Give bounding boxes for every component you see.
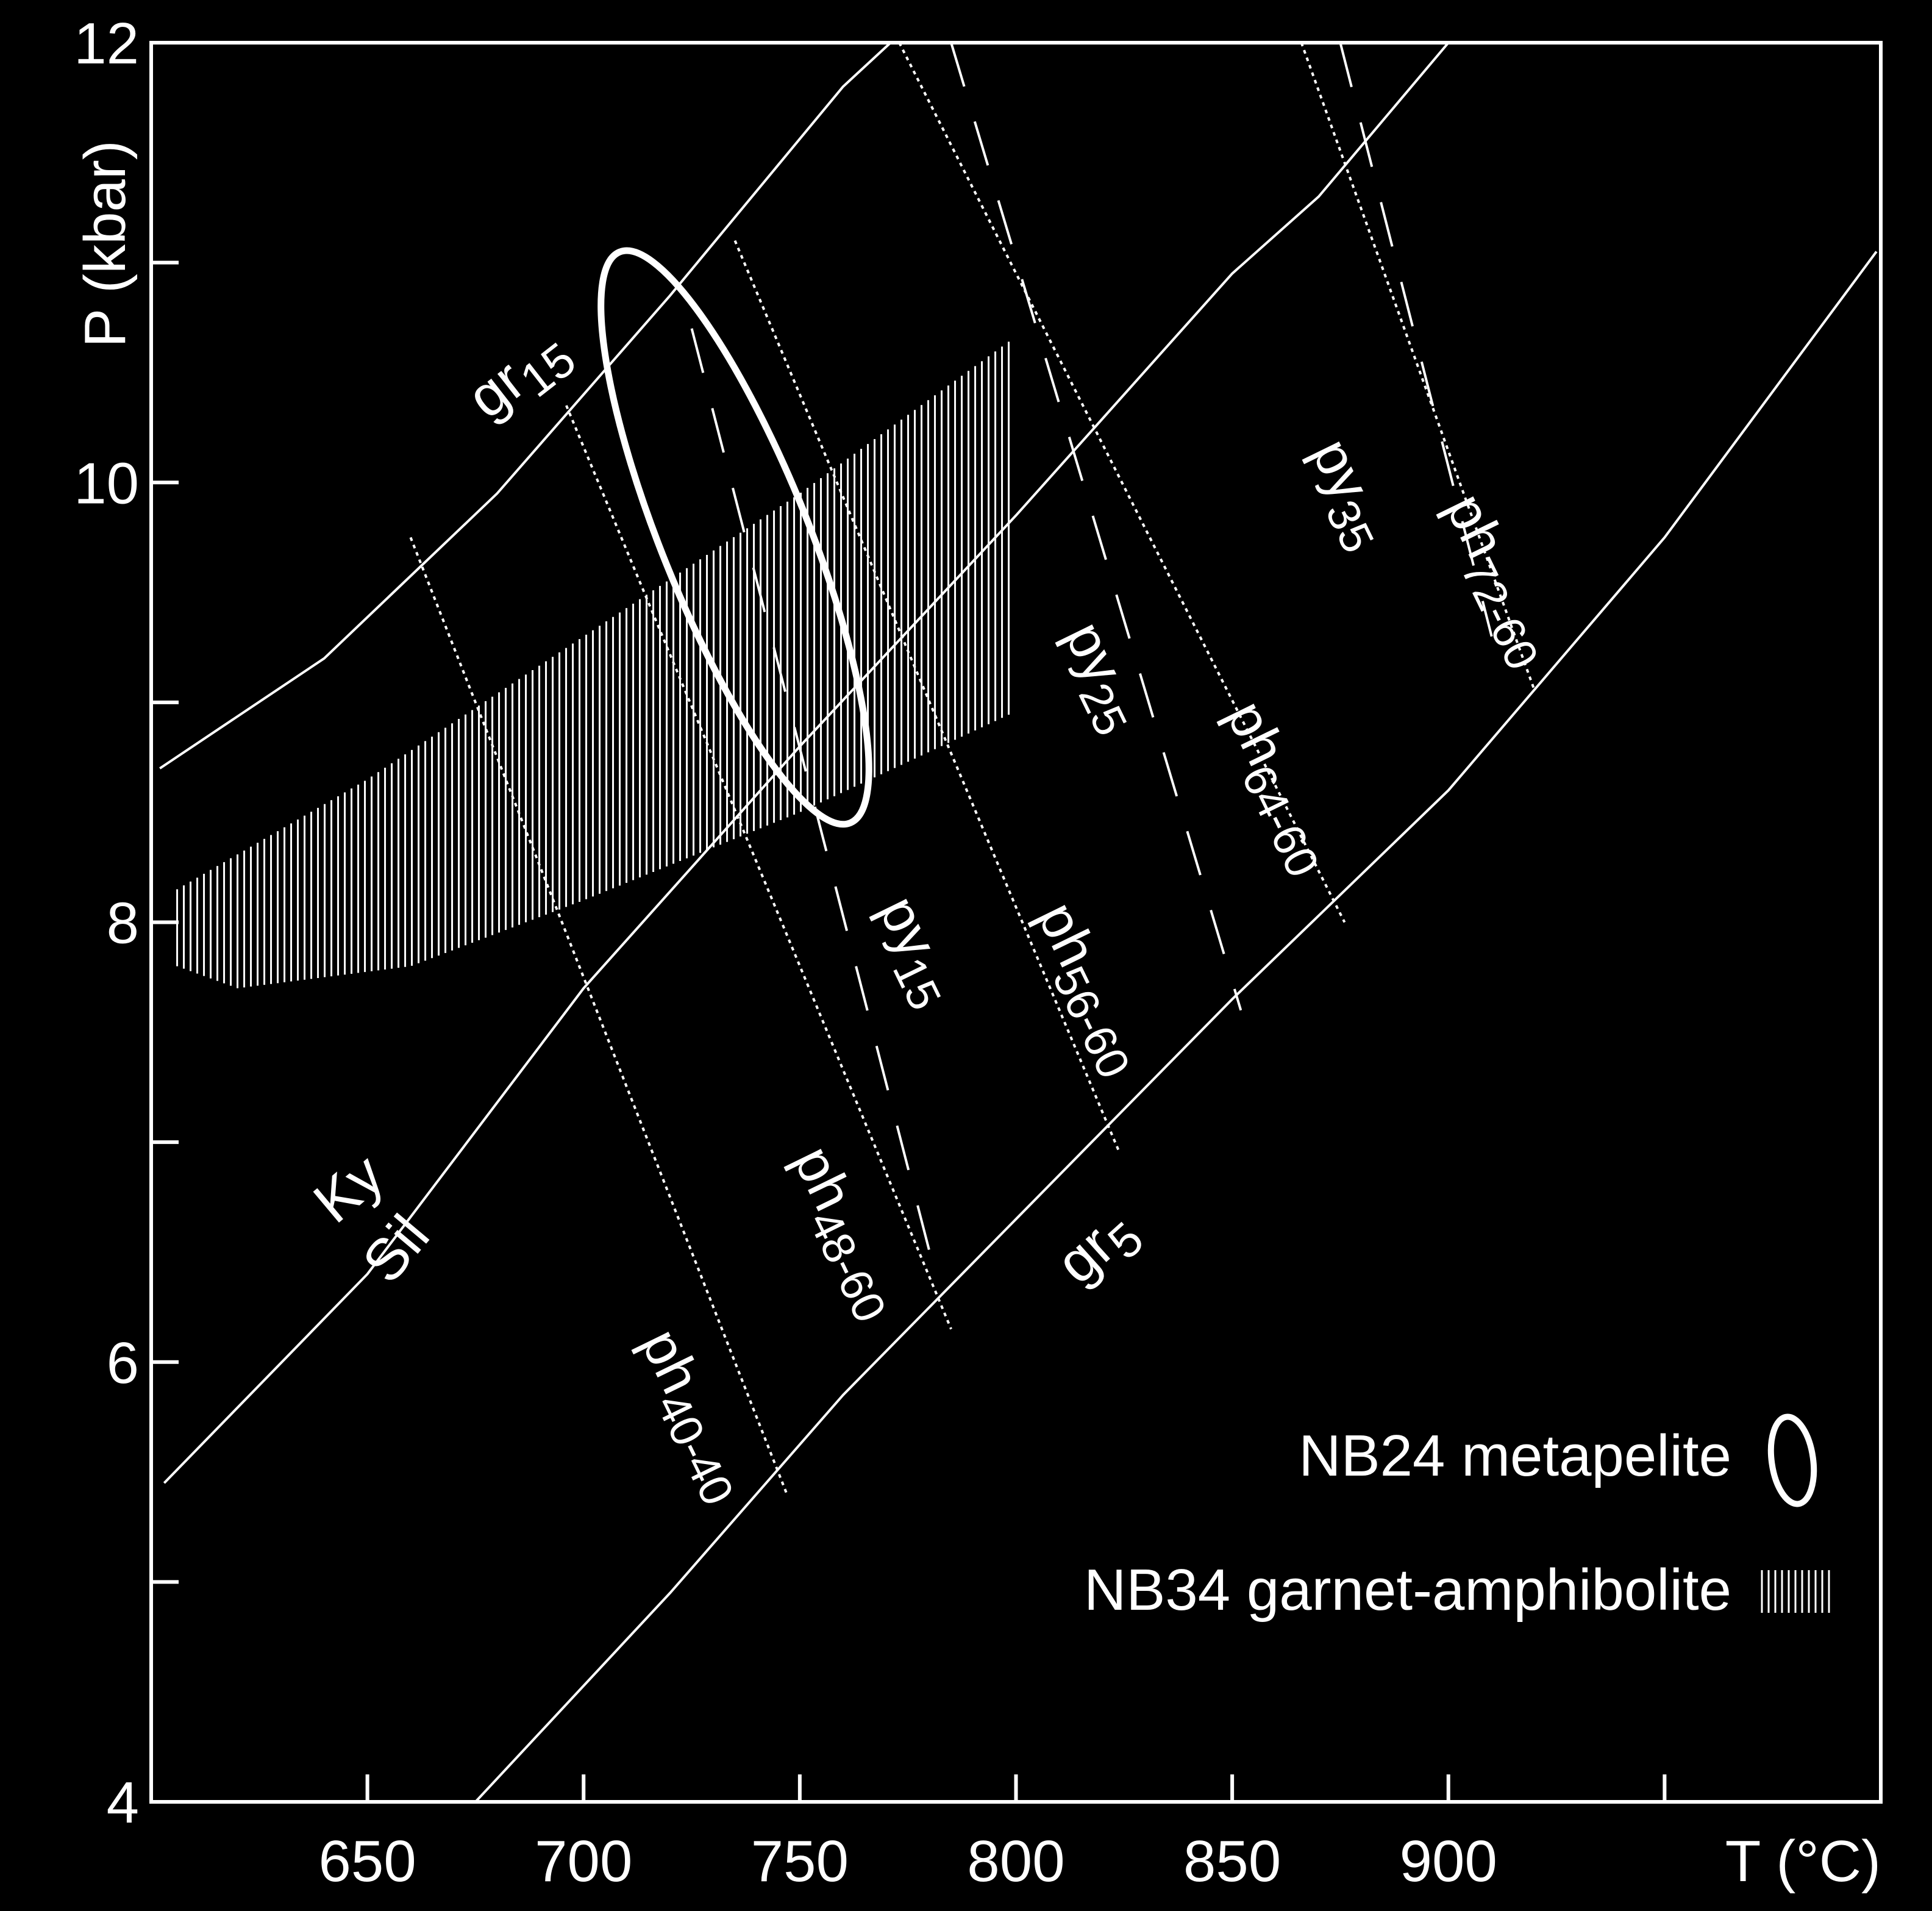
legend-symbol-ellipse bbox=[1767, 1413, 1817, 1507]
x-tick-label: 750 bbox=[751, 1829, 849, 1894]
x-axis-label: T (°C) bbox=[1725, 1829, 1881, 1894]
x-tick-label: 900 bbox=[1400, 1829, 1497, 1894]
y-tick-label: 8 bbox=[107, 891, 139, 956]
y-tick-label: 12 bbox=[74, 11, 139, 76]
curve-ph48-60 bbox=[565, 405, 952, 1330]
curve-ph56-60 bbox=[733, 240, 1121, 1154]
x-tick-label: 850 bbox=[1183, 1829, 1281, 1894]
x-tick-label: 800 bbox=[967, 1829, 1064, 1894]
nb34-hatch-region bbox=[176, 341, 1010, 988]
legend-symbol-hatch bbox=[1761, 1570, 1830, 1613]
y-tick-label: 10 bbox=[74, 451, 139, 516]
y-tick-label: 4 bbox=[107, 1770, 139, 1835]
legend-label-nb34: NB34 garnet-amphibolite bbox=[1084, 1557, 1731, 1623]
y-tick-label: 6 bbox=[107, 1331, 139, 1396]
curve-py25 bbox=[950, 42, 1242, 1011]
curve-gr5 bbox=[474, 251, 1878, 1803]
nb24-ellipse bbox=[597, 247, 872, 828]
y-axis-label: P (kbar) bbox=[73, 140, 138, 348]
curve-ph40-40 bbox=[409, 537, 788, 1495]
x-tick-label: 700 bbox=[535, 1829, 632, 1894]
curve-py35 bbox=[1339, 42, 1493, 637]
x-tick-label: 650 bbox=[319, 1829, 416, 1894]
curve-ph64-60 bbox=[898, 42, 1346, 923]
curve-gr15 bbox=[159, 41, 892, 770]
legend-label-nb24: NB24 metapelite bbox=[1299, 1423, 1731, 1488]
curve-kysil bbox=[163, 41, 1450, 1484]
